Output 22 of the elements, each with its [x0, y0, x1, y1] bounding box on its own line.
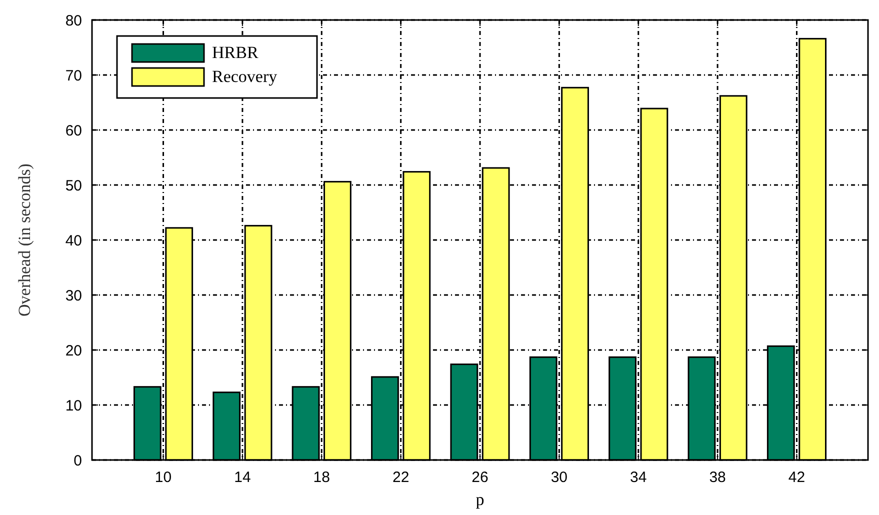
y-tick-label: 70	[65, 67, 82, 84]
x-tick-label: 10	[154, 469, 172, 486]
y-tick-label: 50	[65, 177, 82, 194]
x-tick-label: 26	[472, 469, 488, 486]
y-tick-label: 20	[65, 342, 82, 360]
x-tick-label: 42	[788, 469, 806, 486]
x-tick-label: 38	[709, 469, 726, 486]
x-tick-label: 30	[550, 469, 568, 486]
x-axis-title: p	[476, 490, 484, 509]
legend-label: Recovery	[212, 67, 278, 86]
y-tick-label: 80	[65, 12, 82, 30]
y-tick-label: 0	[74, 452, 82, 470]
y-tick-label: 60	[65, 122, 82, 140]
legend-label: HRBR	[212, 43, 259, 62]
y-tick-label: 10	[65, 397, 82, 414]
x-tick-label: 14	[234, 469, 251, 486]
y-tick-label: 40	[65, 232, 82, 250]
x-tick-label: 22	[392, 469, 410, 486]
x-tick-label: 18	[313, 469, 330, 486]
y-tick-label: 30	[65, 287, 82, 304]
y-axis-title: Overhead (in seconds)	[15, 164, 34, 316]
x-tick-label: 34	[630, 469, 647, 486]
